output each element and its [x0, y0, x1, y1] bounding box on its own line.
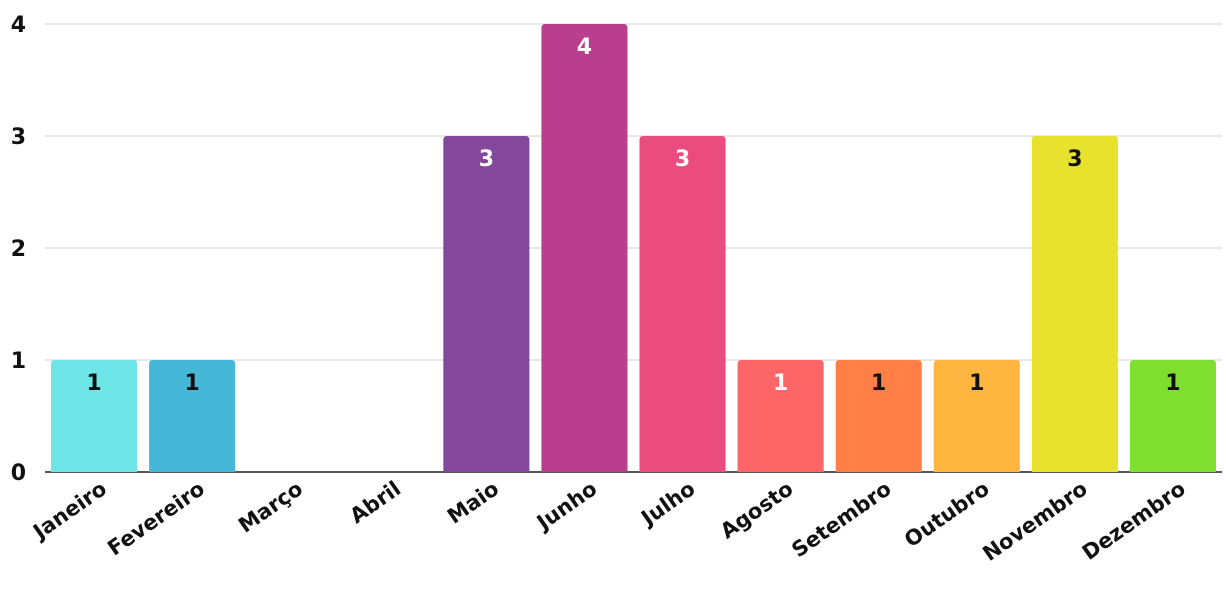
- data-label: 3: [479, 147, 494, 172]
- bar[interactable]: [149, 360, 236, 472]
- bar[interactable]: [1031, 136, 1118, 472]
- x-tick-label: Janeiro: [27, 476, 111, 545]
- y-axis-ticks: 0 1 2 3 4: [11, 13, 26, 486]
- data-label: 4: [577, 35, 592, 60]
- data-label: 1: [1165, 371, 1180, 396]
- grid-lines: [45, 23, 1222, 473]
- x-tick-label: Setembro: [787, 476, 895, 562]
- x-tick-label: Dezembro: [1078, 476, 1190, 564]
- data-label: 1: [969, 371, 984, 396]
- bar[interactable]: [639, 136, 726, 472]
- bar[interactable]: [737, 360, 824, 472]
- y-tick-label: 3: [11, 125, 26, 150]
- data-labels: 1 1 3 4 3 1 1 1 3 1: [86, 35, 1180, 396]
- data-label: 3: [1067, 147, 1082, 172]
- x-tick-label: Agosto: [716, 476, 797, 543]
- data-label: 3: [675, 147, 690, 172]
- x-tick-label: Maio: [443, 476, 503, 528]
- x-tick-label: Junho: [531, 476, 601, 535]
- data-label: 1: [86, 371, 101, 396]
- bar[interactable]: [933, 360, 1020, 472]
- data-label: 1: [871, 371, 886, 396]
- y-tick-label: 2: [11, 237, 26, 262]
- bars: [51, 24, 1216, 472]
- x-tick-label: Março: [234, 476, 307, 537]
- data-label: 1: [773, 371, 788, 396]
- y-tick-label: 0: [11, 461, 26, 486]
- x-tick-label: Abril: [345, 476, 405, 528]
- x-tick-label: Novembro: [978, 476, 1091, 565]
- bar[interactable]: [541, 24, 628, 472]
- x-tick-label: Fevereiro: [103, 476, 209, 560]
- bar[interactable]: [51, 360, 138, 472]
- x-tick-label: Julho: [635, 476, 699, 531]
- y-tick-label: 4: [11, 13, 26, 38]
- bar[interactable]: [443, 136, 530, 472]
- x-tick-label: Outubro: [900, 476, 994, 552]
- bar[interactable]: [1129, 360, 1216, 472]
- bar[interactable]: [835, 360, 922, 472]
- data-label: 1: [184, 371, 199, 396]
- y-tick-label: 1: [11, 349, 26, 374]
